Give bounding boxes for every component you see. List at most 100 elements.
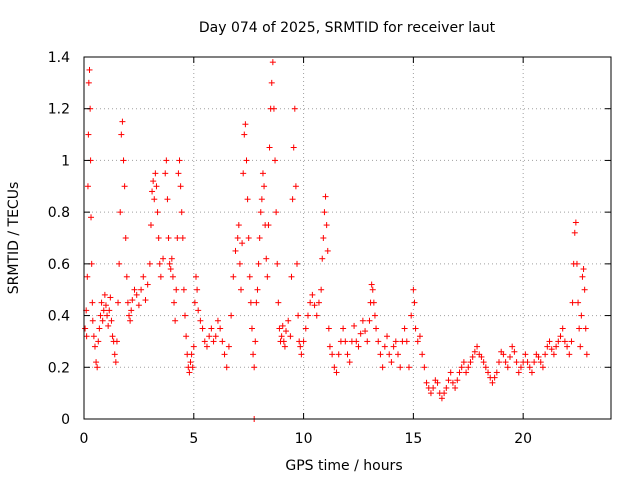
data-point xyxy=(528,369,535,376)
x-tick-label: 5 xyxy=(189,431,198,447)
data-point xyxy=(228,312,235,319)
data-point xyxy=(151,196,158,203)
data-point xyxy=(302,325,309,332)
data-point xyxy=(172,317,179,324)
data-point xyxy=(397,364,404,371)
data-point xyxy=(578,312,585,319)
data-point xyxy=(83,333,90,340)
data-point xyxy=(500,351,507,358)
data-point xyxy=(253,299,260,306)
data-point xyxy=(416,333,423,340)
data-point xyxy=(493,369,500,376)
data-point xyxy=(112,359,119,366)
data-point xyxy=(423,379,430,386)
data-point xyxy=(405,364,412,371)
data-point xyxy=(256,235,263,241)
data-point xyxy=(340,325,347,332)
data-point xyxy=(122,235,129,241)
data-point xyxy=(326,343,333,350)
data-point xyxy=(315,299,322,306)
data-point xyxy=(164,196,171,203)
data-point xyxy=(167,266,174,273)
data-point xyxy=(217,325,224,332)
data-point xyxy=(381,343,388,350)
data-point xyxy=(550,351,557,358)
data-point xyxy=(524,359,531,366)
data-point xyxy=(142,297,149,304)
axis-ticks: 0 5 10 15 20 0 0.2 0.4 0.6 0.8 1 1.2 1.4 xyxy=(48,50,611,447)
data-point xyxy=(98,299,105,306)
data-point xyxy=(342,338,349,345)
data-point xyxy=(390,343,397,350)
data-point xyxy=(522,351,529,358)
data-point xyxy=(212,333,219,340)
data-point xyxy=(138,286,145,293)
data-point xyxy=(555,338,562,345)
data-point xyxy=(105,322,112,329)
data-point xyxy=(95,338,102,345)
data-point xyxy=(291,105,298,112)
data-point xyxy=(410,286,417,293)
data-point xyxy=(566,351,573,358)
data-point xyxy=(539,364,546,371)
data-point xyxy=(82,325,89,332)
data-point xyxy=(441,390,448,397)
data-point xyxy=(182,312,189,319)
data-point xyxy=(96,325,103,332)
data-point xyxy=(430,384,437,391)
data-point xyxy=(240,170,247,177)
data-point xyxy=(458,364,465,371)
data-point xyxy=(234,235,241,241)
data-point xyxy=(559,325,566,332)
data-point xyxy=(241,131,248,138)
data-point xyxy=(569,299,576,306)
x-tick-label: 10 xyxy=(295,431,313,447)
data-point xyxy=(313,312,320,319)
data-point xyxy=(454,377,461,384)
data-point xyxy=(292,183,299,190)
data-point xyxy=(203,343,210,350)
data-point xyxy=(531,359,538,366)
data-point xyxy=(355,343,362,350)
data-point xyxy=(106,307,113,314)
data-point xyxy=(175,170,182,177)
data-point xyxy=(544,343,551,350)
data-point xyxy=(401,325,408,332)
data-point xyxy=(304,312,311,319)
data-point xyxy=(489,379,496,386)
data-point xyxy=(232,247,239,254)
data-point xyxy=(575,299,582,306)
data-point xyxy=(84,273,91,280)
data-point xyxy=(421,364,428,371)
data-point xyxy=(293,260,300,267)
data-point xyxy=(120,157,127,164)
data-point xyxy=(113,338,120,345)
data-point xyxy=(235,222,242,229)
data-point xyxy=(412,325,419,332)
data-point xyxy=(289,196,296,203)
data-point xyxy=(153,183,160,190)
data-point xyxy=(280,338,287,345)
data-point xyxy=(118,131,125,138)
data-point xyxy=(86,66,93,73)
data-point xyxy=(370,299,377,306)
data-point xyxy=(177,183,184,190)
data-point xyxy=(85,79,92,86)
data-point xyxy=(513,359,520,366)
data-point xyxy=(287,333,294,340)
data-point xyxy=(548,346,555,353)
data-point xyxy=(351,322,358,329)
data-point xyxy=(89,299,96,306)
data-point xyxy=(174,235,181,241)
data-point xyxy=(246,273,253,280)
data-point xyxy=(346,359,353,366)
data-point xyxy=(295,312,302,319)
data-point xyxy=(449,379,456,386)
data-point xyxy=(331,364,338,371)
data-point xyxy=(100,307,107,314)
data-point xyxy=(509,343,516,350)
data-point xyxy=(307,299,314,306)
data-point xyxy=(269,59,276,66)
data-point xyxy=(192,273,199,280)
data-point xyxy=(97,312,104,319)
